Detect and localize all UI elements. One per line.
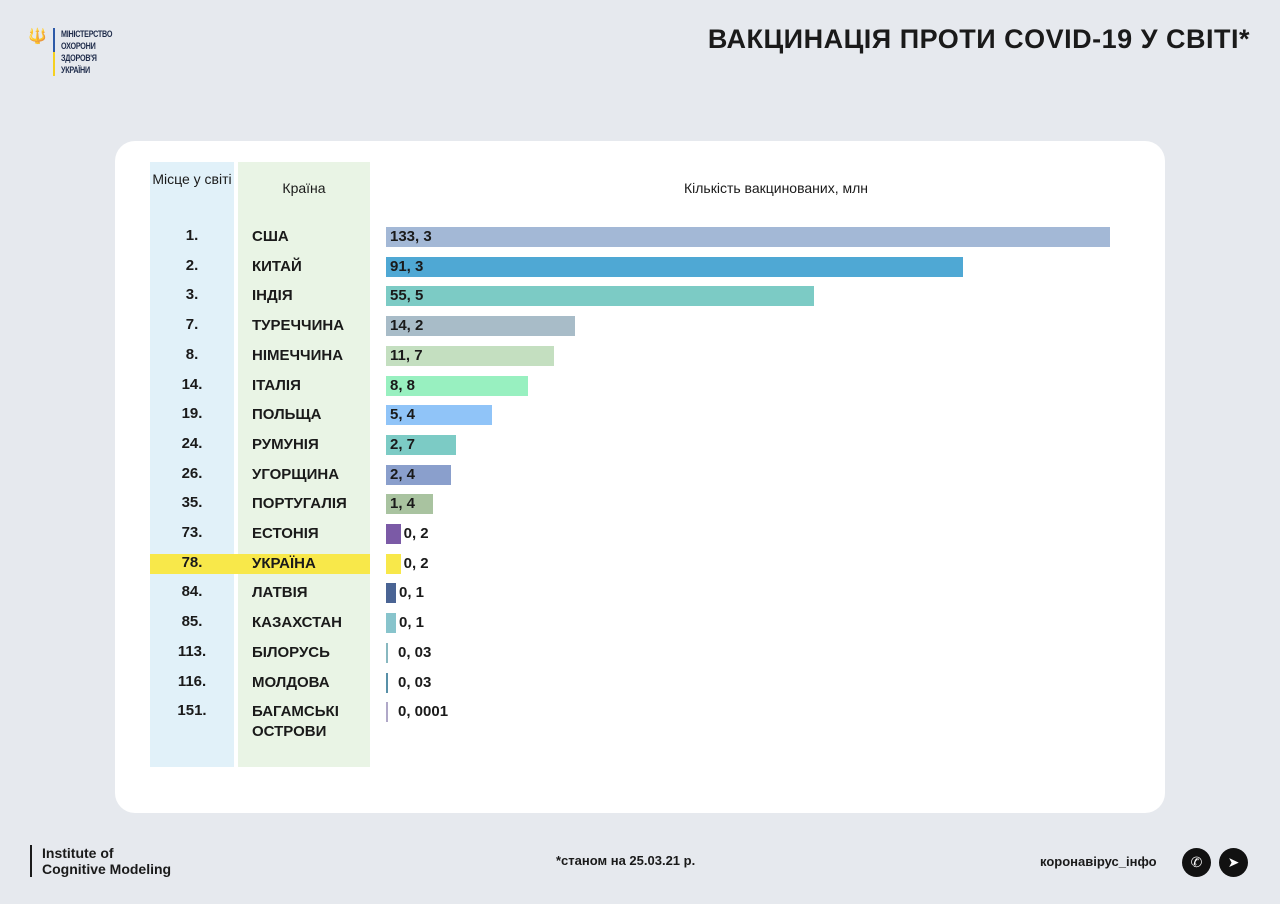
country-label: ІНДІЯ xyxy=(252,287,293,305)
rank-label: 7. xyxy=(185,316,199,334)
logo-divider xyxy=(52,28,55,76)
bar xyxy=(386,702,388,723)
country-label: США xyxy=(252,228,289,245)
value-label: 0, 2 xyxy=(403,554,429,572)
page-title: ВАКЦИНАЦІЯ ПРОТИ COVID-19 У СВІТІ* xyxy=(707,24,1250,54)
country-label: ЕСТОНІЯ xyxy=(252,525,319,542)
bar xyxy=(386,672,388,693)
value-label: 0, 03 xyxy=(398,643,432,661)
rank-column xyxy=(150,162,234,767)
bar xyxy=(386,642,388,663)
bar xyxy=(386,405,492,426)
bar xyxy=(386,227,1110,247)
country-label: ІТАЛІЯ xyxy=(252,376,301,394)
country-label: КАЗАХСТАН xyxy=(252,614,342,632)
date-note: *станом на 25.03.21 р. xyxy=(556,853,696,868)
site-name: коронавірус_інфо xyxy=(1040,854,1157,869)
bar xyxy=(386,345,555,366)
value-label: 0, 03 xyxy=(398,673,432,691)
bar xyxy=(386,583,396,604)
value-label: 2, 7 xyxy=(390,435,416,453)
rank-label: 85. xyxy=(181,613,203,631)
rank-label: 19. xyxy=(181,405,203,423)
ministry-logo: 🔱 МІНІСТЕРСТВО ОХОРОНИ ЗДОРОВ'Я УКРАЇНИ xyxy=(28,28,125,76)
country-label: ПОЛЬЩА xyxy=(252,406,322,424)
institute-line: Cognitive Modeling xyxy=(42,861,172,877)
country-label: КИТАЙ xyxy=(252,257,302,275)
country-label: МОЛДОВА xyxy=(252,673,330,691)
value-label: 133, 3 xyxy=(390,228,432,245)
value-header: Кількість вакцинованих, млн xyxy=(683,180,869,196)
country-label: НІМЕЧЧИНА xyxy=(252,346,344,364)
bar xyxy=(386,464,451,485)
rank-label: 151. xyxy=(177,702,207,720)
country-label: ПОРТУГАЛІЯ xyxy=(252,495,347,513)
rank-label: 113. xyxy=(177,642,207,660)
rank-label: 78. xyxy=(181,553,203,571)
rank-label: 3. xyxy=(185,286,199,304)
logo-line: ОХОРОНИ xyxy=(60,41,96,51)
rank-label: 8. xyxy=(185,345,199,363)
rank-label: 84. xyxy=(181,583,203,601)
logo-line: МІНІСТЕРСТВО xyxy=(60,29,112,39)
logo-line: ЗДОРОВ'Я xyxy=(60,53,97,63)
country-label: ТУРЕЧЧИНА xyxy=(252,317,345,335)
rank-label: 116. xyxy=(177,672,207,690)
value-label: 5, 4 xyxy=(390,406,416,424)
rank-label: 2. xyxy=(185,256,199,274)
bar xyxy=(386,316,575,337)
bar xyxy=(386,613,396,634)
rank-label: 24. xyxy=(181,434,203,452)
value-label: 0, 0001 xyxy=(398,703,449,721)
rank-label: 73. xyxy=(181,524,203,541)
value-label: 2, 4 xyxy=(390,465,416,483)
country-column xyxy=(238,162,370,767)
telegram-icon[interactable]: ➤ xyxy=(1219,848,1248,877)
rank-label: 26. xyxy=(181,464,203,482)
country-label: РУМУНІЯ xyxy=(252,435,319,453)
bar xyxy=(386,524,401,544)
bar xyxy=(386,553,401,574)
rank-label: 1. xyxy=(185,227,199,244)
rank-label: 35. xyxy=(181,494,203,512)
bar xyxy=(386,286,814,307)
value-label: 91, 3 xyxy=(390,257,424,275)
country-label: ЛАТВІЯ xyxy=(252,584,308,602)
bar xyxy=(386,494,434,515)
viber-icon[interactable]: ✆ xyxy=(1182,848,1211,877)
bar xyxy=(386,256,963,277)
value-label: 14, 2 xyxy=(390,317,424,335)
country-label: БІЛОРУСЬ xyxy=(252,643,330,661)
value-label: 1, 4 xyxy=(390,495,416,513)
value-label: 0, 1 xyxy=(399,614,425,632)
trident-icon: 🔱 xyxy=(28,27,47,45)
highlight-row xyxy=(150,553,370,574)
country-header: Країна xyxy=(282,180,326,196)
rank-label: 14. xyxy=(181,375,203,393)
value-label: 8, 8 xyxy=(390,376,416,394)
institute-line: Institute of xyxy=(42,845,114,861)
value-label: 11, 7 xyxy=(390,346,423,364)
country-label: БАГАМСЬКІ ОСТРОВИ xyxy=(252,703,339,741)
institute-logo: Institute of Cognitive Modeling xyxy=(30,845,171,877)
bar xyxy=(386,434,456,455)
country-label: УКРАЇНА xyxy=(252,554,316,572)
bar xyxy=(386,375,528,396)
value-label: 0, 1 xyxy=(399,584,425,602)
country-label: УГОРЩИНА xyxy=(252,465,340,483)
value-label: 0, 2 xyxy=(403,525,429,542)
logo-line: УКРАЇНИ xyxy=(60,65,90,75)
logo-text: МІНІСТЕРСТВО ОХОРОНИ ЗДОРОВ'Я УКРАЇНИ xyxy=(61,28,112,76)
value-label: 55, 5 xyxy=(390,287,424,305)
rank-header: Місце у світі xyxy=(152,171,232,187)
